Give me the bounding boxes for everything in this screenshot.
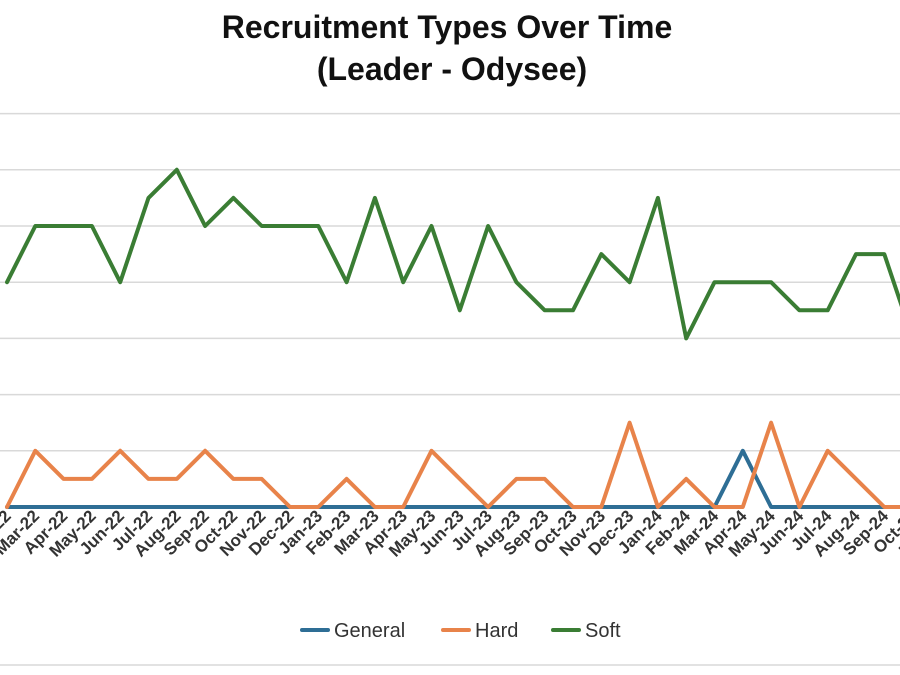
gridlines [0,112,900,666]
chart-title-line-2: (Leader - Odysee) [317,51,587,87]
series-line-soft [5,167,900,341]
legend-label-soft: Soft [585,620,621,642]
chart-title-line-1: Recruitment Types Over Time [222,9,673,45]
series-line-general [5,448,900,509]
legend-label-general: General [334,620,405,642]
series-lines [5,167,900,509]
legend-label-hard: Hard [475,620,518,642]
legend: General Hard Soft [300,620,621,642]
x-axis-tick-labels: Feb-22Mar-22Apr-22May-22Jun-22Jul-22Aug-… [0,506,900,561]
series-line-hard [5,420,900,509]
